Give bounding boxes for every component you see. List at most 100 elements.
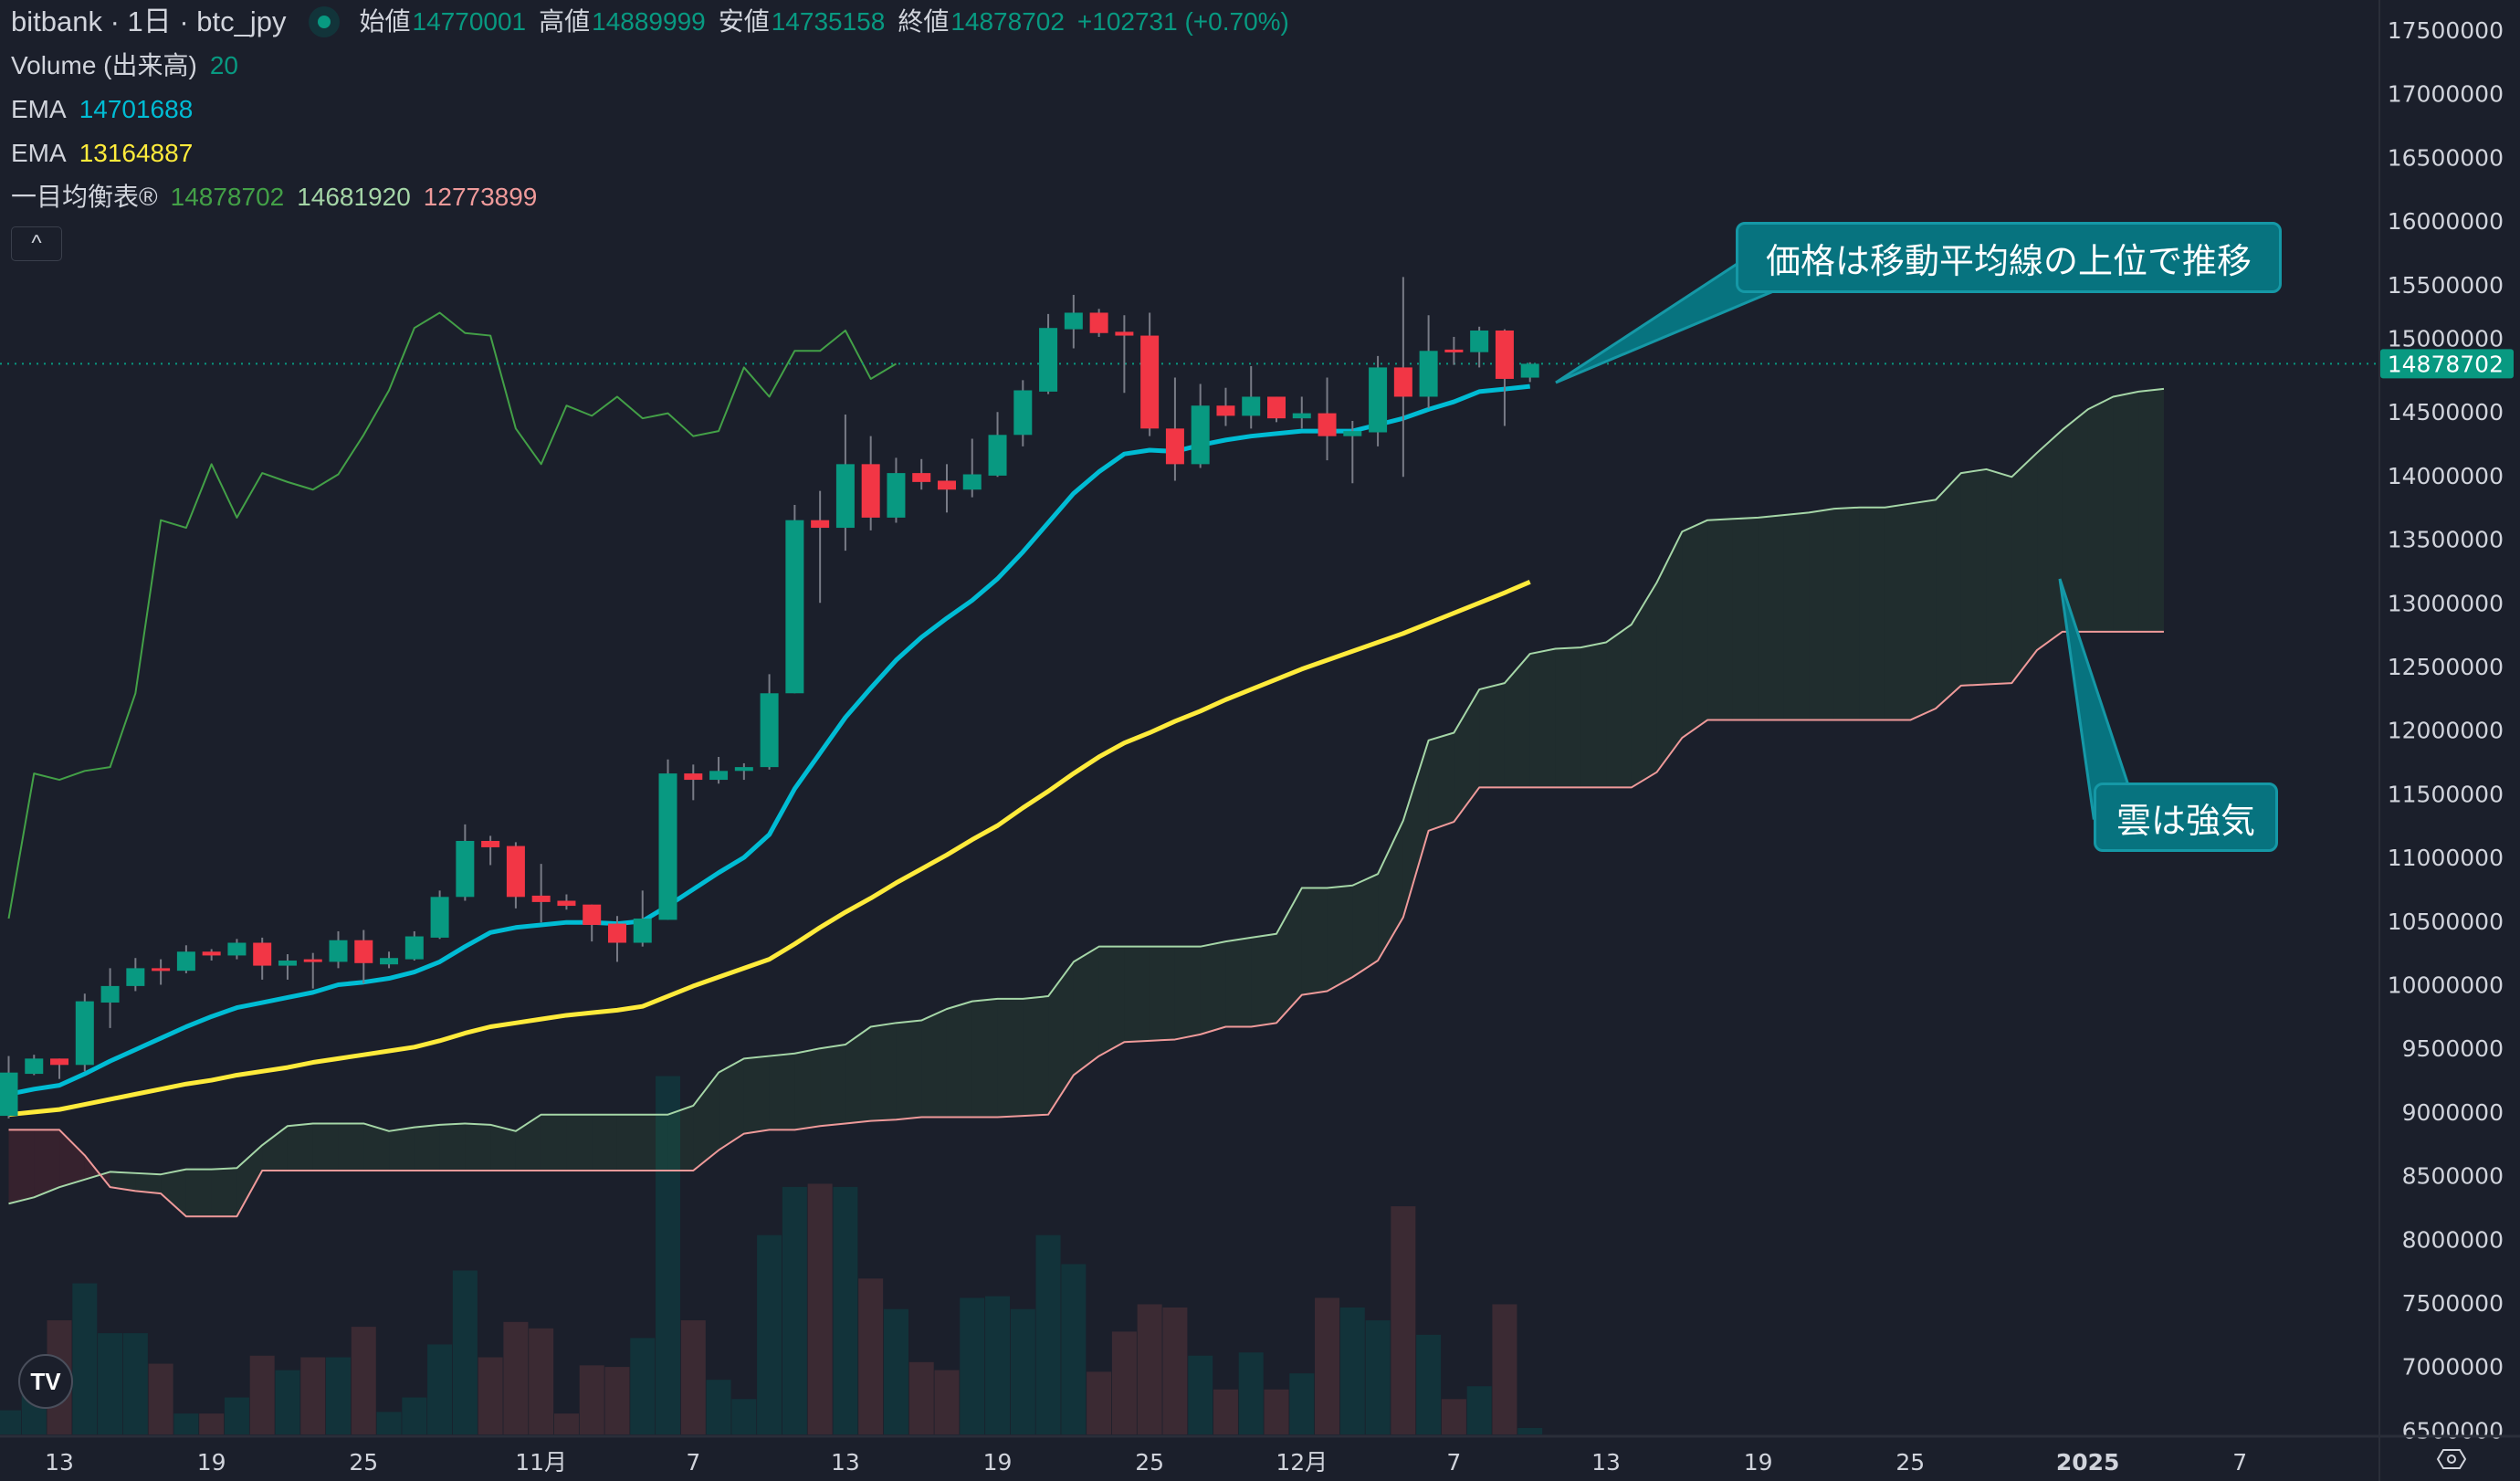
ichimoku-legend[interactable]: 一目均衡表® 14878702 14681920 12773899 [11, 175, 1302, 219]
ema-slow-legend[interactable]: EMA 13164887 [11, 131, 1302, 175]
cloud-segment [845, 1026, 871, 1124]
volume-bar [1289, 1373, 1315, 1434]
price-tick-label: 14500000 [2388, 399, 2504, 425]
volume-legend[interactable]: Volume (出来高) 20 [11, 44, 1302, 88]
price-axis[interactable]: 17500000 17000000 16500000 16000000 15500000… [2378, 0, 2520, 1481]
candle-up [709, 771, 729, 781]
time-tick-label: 7 [686, 1449, 700, 1476]
volume-bar [1517, 1427, 1543, 1434]
volume-bar [782, 1186, 807, 1434]
cloud-segment [743, 1056, 770, 1134]
ichimoku-span-a-value: 14681920 [297, 183, 411, 211]
cloud-segment [1124, 946, 1150, 1043]
volume-bar [275, 1370, 300, 1434]
price-tick-label: 7500000 [2402, 1290, 2504, 1317]
ichimoku-cloud [8, 388, 2164, 1217]
volume-bar [604, 1367, 630, 1434]
close-label: 終値 [898, 7, 950, 36]
annotation-cloud-callout[interactable]: 雲は強気 [2094, 783, 2278, 852]
time-tick-label: 2025 [2056, 1449, 2120, 1476]
cloud-segment [414, 1124, 440, 1171]
time-tick-label: 25 [1135, 1449, 1164, 1476]
time-tick-label: 25 [349, 1449, 378, 1476]
candle-down [912, 473, 931, 482]
candle-up [126, 968, 145, 986]
time-tick-label: 25 [1895, 1449, 1925, 1476]
ema-fast-value: 14701688 [79, 95, 194, 123]
open-value: 14770001 [412, 7, 527, 36]
candle-up [1470, 330, 1489, 352]
cloud-segment [1732, 517, 1759, 720]
volume-bar [1238, 1352, 1264, 1434]
price-tick-label: 15000000 [2388, 325, 2504, 352]
candle-up [1064, 312, 1083, 330]
price-tick-label: 16500000 [2388, 144, 2504, 171]
cloud-segment [794, 1048, 821, 1130]
cloud-segment [1352, 874, 1379, 978]
candle-up [176, 951, 195, 972]
candle-down [1393, 367, 1412, 397]
last-price-label: 14878702 [2388, 351, 2504, 377]
cloud-segment [997, 998, 1024, 1118]
volume-bar [1111, 1331, 1137, 1434]
cloud-segment [1048, 961, 1074, 1115]
candle-up [835, 464, 855, 529]
settings-icon[interactable] [2436, 1449, 2467, 1469]
cloud-segment [1301, 888, 1328, 995]
time-axis[interactable]: 13 19 25 11月 7 13 19 25 12月 7 13 19 25 2025 7 [0, 1434, 2520, 1476]
cloud-segment [566, 1114, 593, 1171]
cloud-segment [719, 1058, 744, 1150]
volume-bar [148, 1363, 173, 1434]
candle-down [607, 923, 626, 943]
price-tick-label: 14000000 [2388, 463, 2504, 489]
volume-bar [731, 1399, 757, 1434]
volume-bar [553, 1413, 579, 1434]
cloud-segment [1174, 946, 1201, 1040]
volume-bar [883, 1308, 908, 1434]
annotation-ma-callout[interactable]: 価格は移動平均線の上位で推移 [1736, 222, 2282, 293]
candle-up [430, 897, 449, 938]
candle-up [456, 840, 475, 898]
high-value: 14889999 [592, 7, 706, 36]
cloud-segment [1327, 885, 1353, 992]
ichimoku-span-b-line [8, 630, 2164, 1218]
chart-legend: bitbank · 1日 · btc_jpy 始値 14770001 高値 1488… [11, 0, 1302, 261]
cloud-segment [1200, 941, 1226, 1035]
symbol-title[interactable]: bitbank · 1日 · btc_jpy [11, 5, 287, 37]
volume-bar [249, 1355, 275, 1434]
candle-down [684, 773, 703, 781]
volume-bar [656, 1076, 681, 1434]
candle-down [557, 900, 576, 907]
candle-up [887, 473, 906, 518]
cloud-segment [1023, 996, 1049, 1117]
volume-bar [326, 1357, 352, 1434]
candle-down [1216, 405, 1235, 416]
cloud-segment [1758, 515, 1784, 720]
volume-bar [757, 1234, 782, 1434]
tradingview-logo-icon[interactable]: TV [18, 1354, 73, 1409]
volume-bar [1010, 1308, 1035, 1434]
cloud-segment [1555, 647, 1581, 788]
candle-up [1419, 351, 1438, 397]
candle-up [329, 940, 348, 962]
volume-bar [807, 1183, 833, 1434]
volume-bar [1391, 1206, 1416, 1434]
low-label: 安値 [718, 7, 770, 36]
indicator-lines [0, 311, 2378, 1218]
candle-up [100, 985, 120, 1003]
volume-bar [1137, 1304, 1162, 1434]
time-tick-label: 13 [45, 1449, 74, 1476]
cloud-segment [1783, 512, 1810, 720]
cloud-segment [1986, 468, 2012, 685]
candle-down [861, 464, 880, 518]
cloud-segment [1225, 937, 1252, 1027]
collapse-legend-button[interactable]: ^ [11, 226, 62, 261]
time-tick-label: 12月 [1276, 1449, 1328, 1476]
cloud-segment [465, 1123, 491, 1171]
cloud-segment [34, 1129, 60, 1198]
price-tick-label: 7000000 [2402, 1354, 2504, 1381]
ema-fast-legend[interactable]: EMA 14701688 [11, 88, 1302, 131]
ichimoku-lagging-value: 14878702 [170, 183, 285, 211]
last-price-tag [2380, 349, 2514, 379]
